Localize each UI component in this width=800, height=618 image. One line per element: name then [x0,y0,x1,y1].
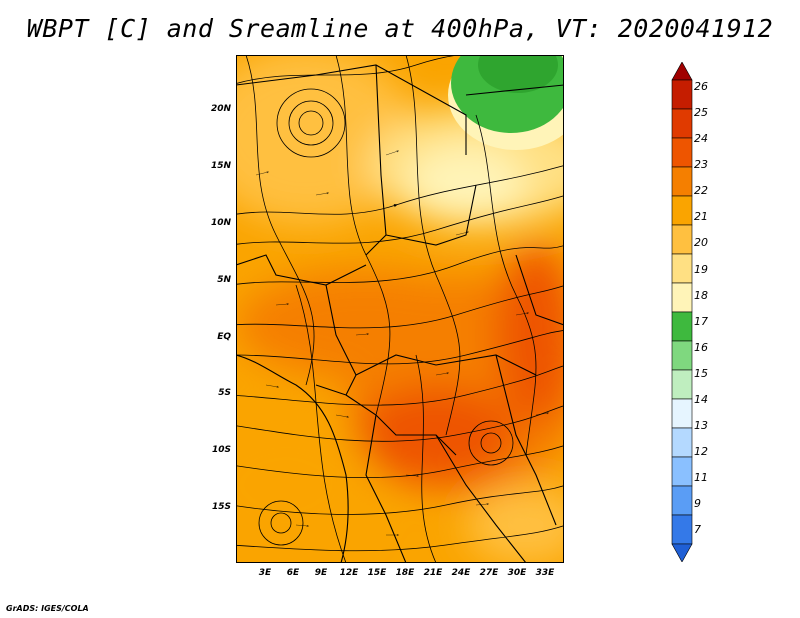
lon-label-3e: 3E [258,568,272,578]
wbpt-field [236,55,564,563]
colorbar-label: 19 [694,263,708,276]
colorbar-label: 22 [694,184,708,197]
lon-label-24e: 24E [451,568,471,578]
colorbar-label: 7 [694,523,701,536]
colorbar-swatch [671,195,693,226]
software-credit: GrADS: IGES/COLA [6,604,89,613]
lat-label-5s: 5S [218,388,231,398]
colorbar-label: 21 [694,210,708,223]
colorbar-label: 15 [694,367,708,380]
country-borders [236,64,564,563]
lon-label-9e: 9E [314,568,328,578]
colorbar-label: 23 [694,158,708,171]
colorbar-swatch [671,137,693,168]
colorbar-label: 11 [694,471,708,484]
lon-label-30e: 30E [507,568,527,578]
lon-label-12e: 12E [339,568,359,578]
colorbar [671,62,693,562]
colorbar-swatch [671,543,693,562]
colorbar-label: 12 [694,445,708,458]
colorbar-label: 24 [694,132,708,145]
map-panel [236,55,564,563]
lon-label-6e: 6E [286,568,300,578]
lat-label-15n: 15N [210,161,231,171]
map-frame [236,55,564,563]
lat-label-20n: 20N [210,104,231,114]
colorbar-swatch [671,224,693,255]
colorbar-swatch [671,485,693,516]
colorbar-swatch [671,514,693,545]
colorbar-label: 20 [694,236,708,249]
colorbar-label: 13 [694,419,708,432]
colorbar-label: 9 [694,497,701,510]
colorbar-swatch [671,62,693,81]
colorbar-swatch [671,79,693,110]
colorbar-label: 14 [694,393,708,406]
lat-label-eq: EQ [217,332,231,342]
colorbar-label: 16 [694,341,708,354]
colorbar-swatch [671,369,693,400]
colorbar-swatch [671,427,693,458]
colorbar-label: 17 [694,315,708,328]
plot-title: WBPT [C] and Sreamline at 400hPa, VT: 20… [26,14,774,43]
lon-label-27e: 27E [479,568,499,578]
lat-label-15s: 15S [211,502,231,512]
colorbar-label: 25 [694,106,708,119]
streamline-arrows [255,150,550,536]
colorbar-swatch [671,166,693,197]
lat-label-5n: 5N [217,275,231,285]
colorbar-swatch [671,311,693,342]
lon-label-18e: 18E [395,568,415,578]
colorbar-swatch [671,340,693,371]
lon-label-21e: 21E [423,568,443,578]
colorbar-swatch [671,108,693,139]
colorbar-label: 18 [694,289,708,302]
colorbar-swatch [671,282,693,313]
lat-label-10n: 10N [210,218,231,228]
colorbar-swatch [671,398,693,429]
lon-label-15e: 15E [367,568,387,578]
lat-label-10s: 10S [211,445,231,455]
lon-label-33e: 33E [535,568,555,578]
colorbar-swatch [671,456,693,487]
streamlines [236,55,564,563]
colorbar-swatch [671,253,693,284]
colorbar-label: 26 [694,80,708,93]
